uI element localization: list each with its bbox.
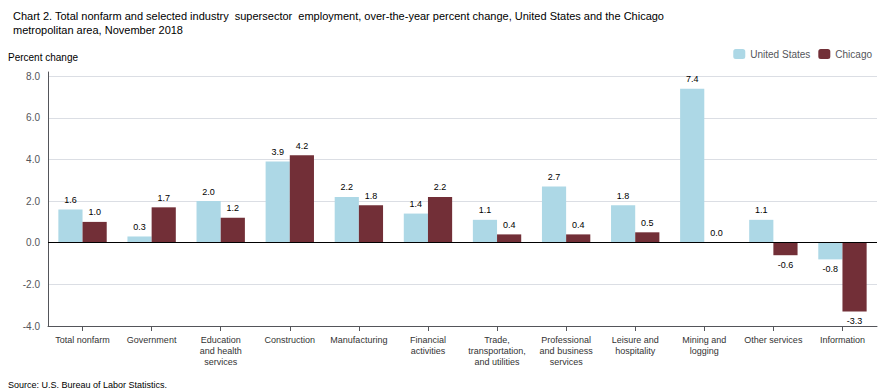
svg-text:1.8: 1.8 [365,191,378,201]
svg-text:0.0: 0.0 [26,237,40,248]
svg-text:United States: United States [750,49,810,60]
svg-text:2.0: 2.0 [26,196,40,207]
svg-text:Government: Government [127,335,177,345]
svg-text:Other services: Other services [744,335,803,345]
svg-text:0.4: 0.4 [503,220,516,230]
svg-text:Construction: Construction [265,335,316,345]
svg-text:-2.0: -2.0 [23,279,41,290]
svg-text:Professional: Professional [541,335,591,345]
svg-text:-3.3: -3.3 [847,316,863,326]
svg-text:Financial: Financial [410,335,446,345]
svg-text:Trade,: Trade, [484,335,510,345]
svg-text:Mining and: Mining and [682,335,726,345]
svg-text:2.7: 2.7 [548,172,561,182]
svg-text:and health: and health [200,346,242,356]
svg-text:6.0: 6.0 [26,112,40,123]
svg-text:Total nonfarm: Total nonfarm [55,335,110,345]
svg-text:4.0: 4.0 [26,154,40,165]
svg-text:7.4: 7.4 [686,74,699,84]
svg-text:hospitality: hospitality [615,346,656,356]
svg-text:0.4: 0.4 [572,220,585,230]
svg-text:activities: activities [411,346,446,356]
svg-text:Percent change: Percent change [8,52,78,63]
svg-text:1.1: 1.1 [755,205,768,215]
svg-text:Source: U.S. Bureau of Labor S: Source: U.S. Bureau of Labor Statistics. [8,380,167,390]
svg-text:2.0: 2.0 [202,187,215,197]
svg-text:Chicago: Chicago [835,49,872,60]
svg-text:0.0: 0.0 [710,228,723,238]
svg-text:1.6: 1.6 [64,195,77,205]
svg-text:1.2: 1.2 [227,203,240,213]
svg-text:0.5: 0.5 [641,218,654,228]
svg-text:Chart 2. Total nonfarm and sel: Chart 2. Total nonfarm and selected indu… [13,10,664,22]
svg-text:services: services [204,357,238,367]
svg-text:8.0: 8.0 [26,71,40,82]
svg-text:metropolitan area, November 20: metropolitan area, November 2018 [13,24,183,36]
svg-text:-0.8: -0.8 [823,264,839,274]
svg-text:Manufacturing: Manufacturing [330,335,387,345]
svg-text:1.1: 1.1 [479,205,492,215]
svg-text:transportation,: transportation, [468,346,526,356]
svg-text:services: services [550,357,584,367]
svg-text:3.9: 3.9 [271,147,284,157]
svg-text:-0.6: -0.6 [778,260,794,270]
svg-text:and business: and business [540,346,594,356]
svg-text:Leisure and: Leisure and [612,335,659,345]
svg-text:1.8: 1.8 [617,191,630,201]
svg-text:2.2: 2.2 [341,182,354,192]
svg-text:1.7: 1.7 [157,193,170,203]
svg-text:0.3: 0.3 [133,222,146,232]
svg-text:2.2: 2.2 [434,182,447,192]
svg-text:logging: logging [690,346,719,356]
svg-text:-4.0: -4.0 [23,321,41,332]
svg-text:Education: Education [201,335,241,345]
svg-text:1.0: 1.0 [88,207,101,217]
svg-text:and utilities: and utilities [475,357,521,367]
svg-text:1.4: 1.4 [410,199,423,209]
svg-text:Information: Information [820,335,865,345]
svg-text:4.2: 4.2 [296,141,309,151]
